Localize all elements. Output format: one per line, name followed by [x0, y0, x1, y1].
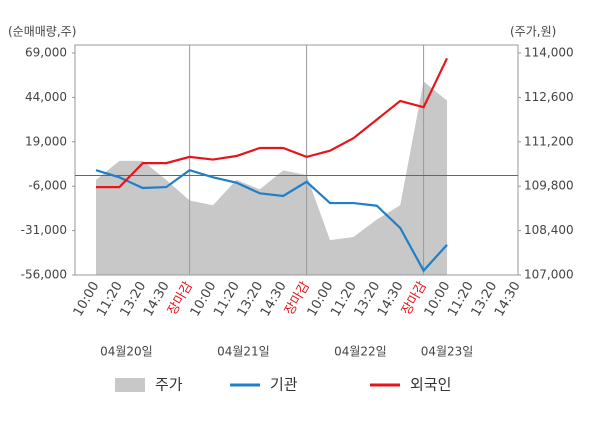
plot-frame — [74, 44, 519, 276]
y-tick-label: 44,000 — [25, 90, 67, 104]
date-label: 04월21일 — [217, 345, 270, 359]
y-tick-label: -31,000 — [21, 223, 67, 237]
date-label: 04월22일 — [334, 345, 387, 359]
y2-tick-label: 111,200 — [524, 134, 574, 148]
series-line — [95, 169, 448, 273]
y-tick-label: -6,000 — [28, 179, 67, 193]
legend-swatch — [115, 378, 145, 392]
legend-label: 외국인 — [410, 376, 451, 394]
y2-tick-label: 114,000 — [524, 46, 574, 60]
series-line — [96, 57, 448, 189]
y2-tick-label: 108,400 — [524, 223, 574, 237]
y2-axis-label: (주가,원) — [510, 25, 556, 39]
price-area — [96, 81, 447, 276]
y2-tick-label: 107,000 — [524, 268, 574, 282]
y-tick-label: 69,000 — [25, 46, 67, 60]
y-tick-label: -56,000 — [21, 268, 67, 282]
date-label: 04월23일 — [421, 345, 474, 359]
legend-label: 기관 — [270, 376, 298, 394]
legend-label: 주가 — [155, 376, 183, 394]
y-axis-label: (순매매량,주) — [8, 25, 76, 39]
y2-tick-label: 109,800 — [524, 179, 574, 193]
y-tick-label: 19,000 — [25, 134, 67, 148]
date-label: 04월20일 — [100, 345, 153, 359]
y2-tick-label: 112,600 — [524, 90, 574, 104]
